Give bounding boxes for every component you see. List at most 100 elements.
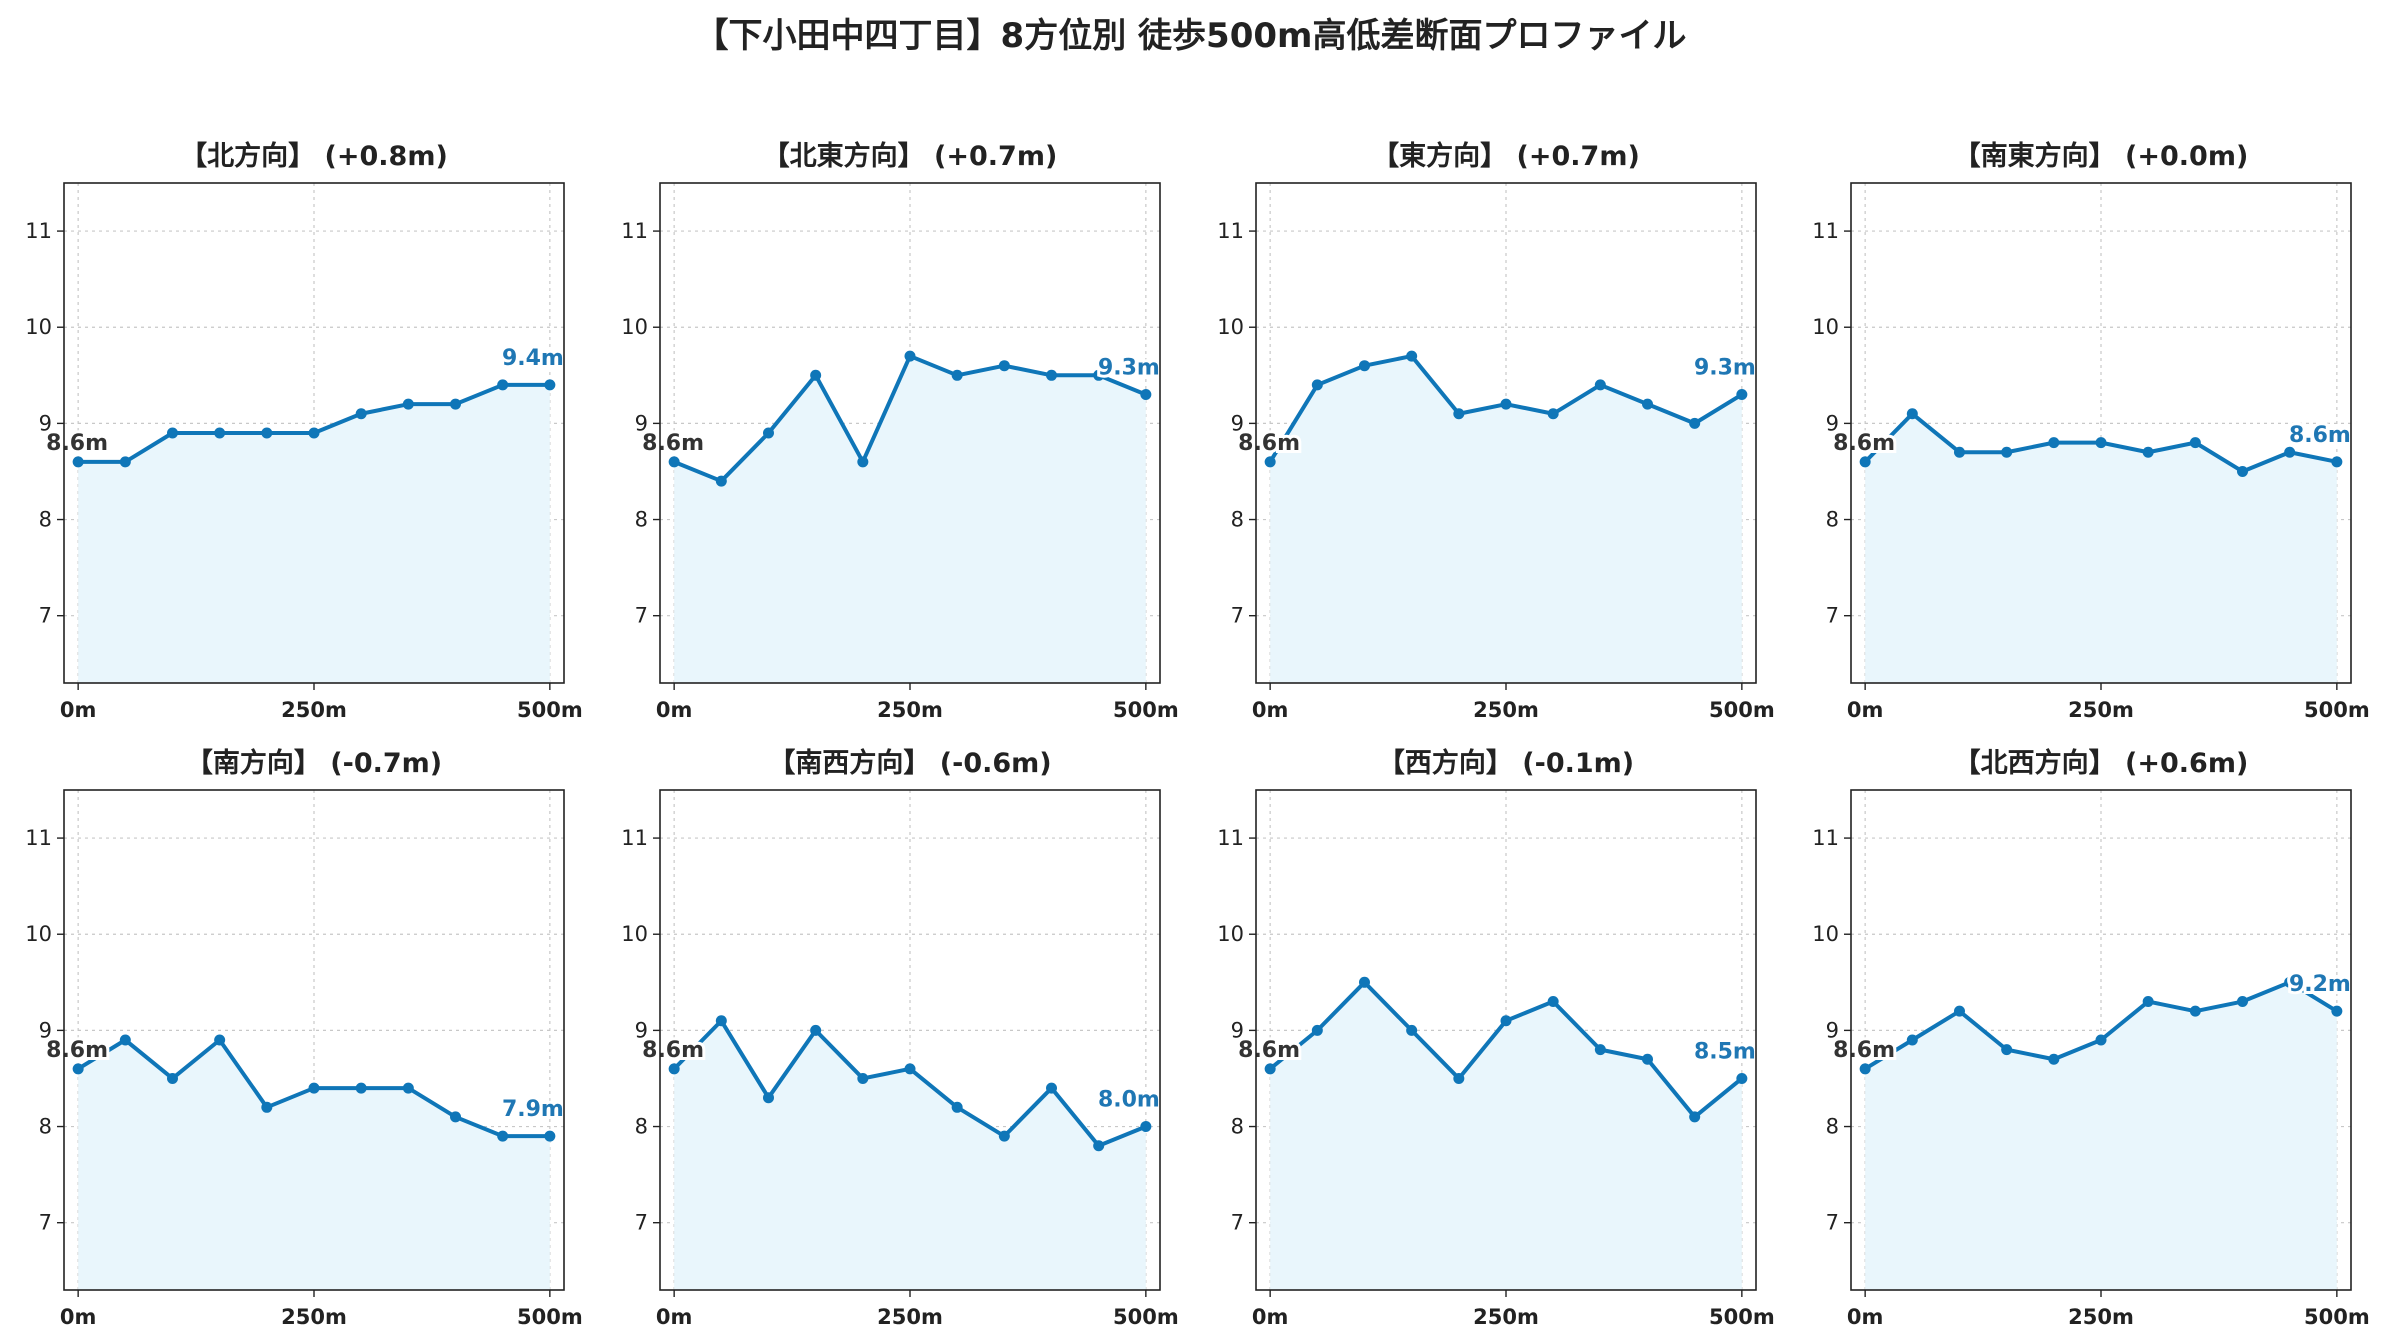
elevation-point xyxy=(715,475,727,487)
elevation-area xyxy=(674,1020,1146,1290)
y-tick-label: 7 xyxy=(635,604,648,628)
elevation-point xyxy=(2331,456,2343,468)
x-tick-label: 500m xyxy=(2304,1305,2370,1329)
y-tick-label: 9 xyxy=(1826,1018,1839,1042)
subplot-title: 【北西方向】 (+0.6m) xyxy=(1954,747,2249,779)
elevation-point xyxy=(951,1101,963,1113)
y-tick-label: 10 xyxy=(1217,315,1244,339)
y-tick-label: 9 xyxy=(1231,1018,1244,1042)
elevation-point xyxy=(1736,389,1748,401)
elevation-point xyxy=(2331,1005,2343,1017)
elevation-point xyxy=(1046,369,1058,381)
elevation-area xyxy=(674,356,1146,683)
elevation-point xyxy=(1547,408,1559,420)
elevation-point xyxy=(119,456,131,468)
end-elevation-label: 8.5m xyxy=(1694,1039,1756,1064)
elevation-point xyxy=(544,1130,556,1142)
y-tick-label: 8 xyxy=(635,508,648,532)
x-tick-label: 500m xyxy=(1113,1305,1179,1329)
elevation-point xyxy=(214,1034,226,1046)
elevation-point xyxy=(1406,1024,1418,1036)
elevation-point xyxy=(904,1063,916,1075)
x-tick-label: 500m xyxy=(517,698,583,722)
y-tick-label: 8 xyxy=(1826,508,1839,532)
start-elevation-label: 8.6m xyxy=(1238,1038,1300,1063)
elevation-point xyxy=(2048,1053,2060,1065)
elevation-area xyxy=(1865,982,2337,1290)
y-tick-label: 11 xyxy=(25,826,52,850)
elevation-point xyxy=(2237,465,2249,477)
elevation-point xyxy=(1311,379,1323,391)
start-elevation-label: 8.6m xyxy=(46,431,108,456)
elevation-point xyxy=(72,1063,84,1075)
elevation-point xyxy=(1358,976,1370,988)
y-tick-label: 7 xyxy=(1231,1211,1244,1235)
subplot-2: 【北東方向】 (+0.7m) 8.6m 9.3m 7 8 9 10 11 0m 250m 500m xyxy=(621,140,1178,722)
x-tick-label: 250m xyxy=(877,698,943,722)
elevation-point xyxy=(1264,1063,1276,1075)
elevation-point xyxy=(308,1082,320,1094)
elevation-point xyxy=(1953,446,1965,458)
elevation-point xyxy=(1906,408,1918,420)
elevation-point xyxy=(1594,379,1606,391)
elevation-point xyxy=(2095,1034,2107,1046)
elevation-point xyxy=(261,1101,273,1113)
elevation-point xyxy=(1736,1072,1748,1084)
x-tick-label: 500m xyxy=(2304,698,2370,722)
y-tick-label: 8 xyxy=(39,1115,52,1139)
y-tick-label: 10 xyxy=(621,315,648,339)
x-tick-label: 500m xyxy=(1709,698,1775,722)
y-tick-label: 7 xyxy=(635,1211,648,1235)
end-elevation-label: 9.3m xyxy=(1098,356,1160,381)
x-tick-label: 0m xyxy=(1847,1305,1884,1329)
elevation-point xyxy=(214,427,226,439)
elevation-point xyxy=(1859,456,1871,468)
elevation-point xyxy=(1140,389,1152,401)
elevation-point xyxy=(857,456,869,468)
elevation-point xyxy=(1500,1015,1512,1027)
end-elevation-label: 7.9m xyxy=(502,1097,564,1122)
elevation-point xyxy=(2048,437,2060,449)
y-tick-label: 11 xyxy=(1812,826,1839,850)
x-tick-label: 500m xyxy=(517,1305,583,1329)
y-tick-label: 8 xyxy=(1826,1115,1839,1139)
y-tick-label: 10 xyxy=(1812,315,1839,339)
end-elevation-label: 8.0m xyxy=(1098,1088,1160,1113)
y-tick-label: 10 xyxy=(25,922,52,946)
elevation-point xyxy=(166,1072,178,1084)
subplot-1: 【北方向】 (+0.8m) 8.6m 9.4m 7 8 9 10 11 0m 250m 500m xyxy=(25,140,582,722)
elevation-point xyxy=(2284,446,2296,458)
x-tick-label: 0m xyxy=(60,698,97,722)
subplot-title: 【東方向】 (+0.7m) xyxy=(1372,140,1640,172)
elevation-point xyxy=(402,398,414,410)
elevation-point xyxy=(668,456,680,468)
elevation-point xyxy=(544,379,556,391)
end-elevation-label: 9.3m xyxy=(1694,356,1756,381)
subplot-title: 【西方向】 (-0.1m) xyxy=(1378,747,1634,779)
end-elevation-label: 9.2m xyxy=(2289,972,2351,997)
y-tick-label: 9 xyxy=(635,411,648,435)
elevation-point xyxy=(1642,1053,1654,1065)
elevation-point xyxy=(1311,1024,1323,1036)
x-tick-label: 250m xyxy=(281,698,347,722)
x-tick-label: 250m xyxy=(1473,698,1539,722)
x-tick-label: 250m xyxy=(281,1305,347,1329)
y-tick-label: 11 xyxy=(621,219,648,243)
elevation-point xyxy=(1453,408,1465,420)
y-tick-label: 10 xyxy=(1812,922,1839,946)
y-tick-label: 10 xyxy=(25,315,52,339)
elevation-point xyxy=(1547,996,1559,1008)
y-tick-label: 11 xyxy=(25,219,52,243)
elevation-point xyxy=(762,427,774,439)
elevation-area xyxy=(1270,982,1742,1290)
elevation-point xyxy=(1500,398,1512,410)
elevation-point xyxy=(2189,1005,2201,1017)
elevation-point xyxy=(166,427,178,439)
subplot-4: 【南東方向】 (+0.0m) 8.6m 8.6m 7 8 9 10 11 0m 250m 500m xyxy=(1812,140,2369,722)
start-elevation-label: 8.6m xyxy=(642,1038,704,1063)
y-tick-label: 11 xyxy=(1217,219,1244,243)
elevation-point xyxy=(2237,996,2249,1008)
x-tick-label: 0m xyxy=(1252,698,1289,722)
subplot-title: 【南東方向】 (+0.0m) xyxy=(1954,140,2249,172)
